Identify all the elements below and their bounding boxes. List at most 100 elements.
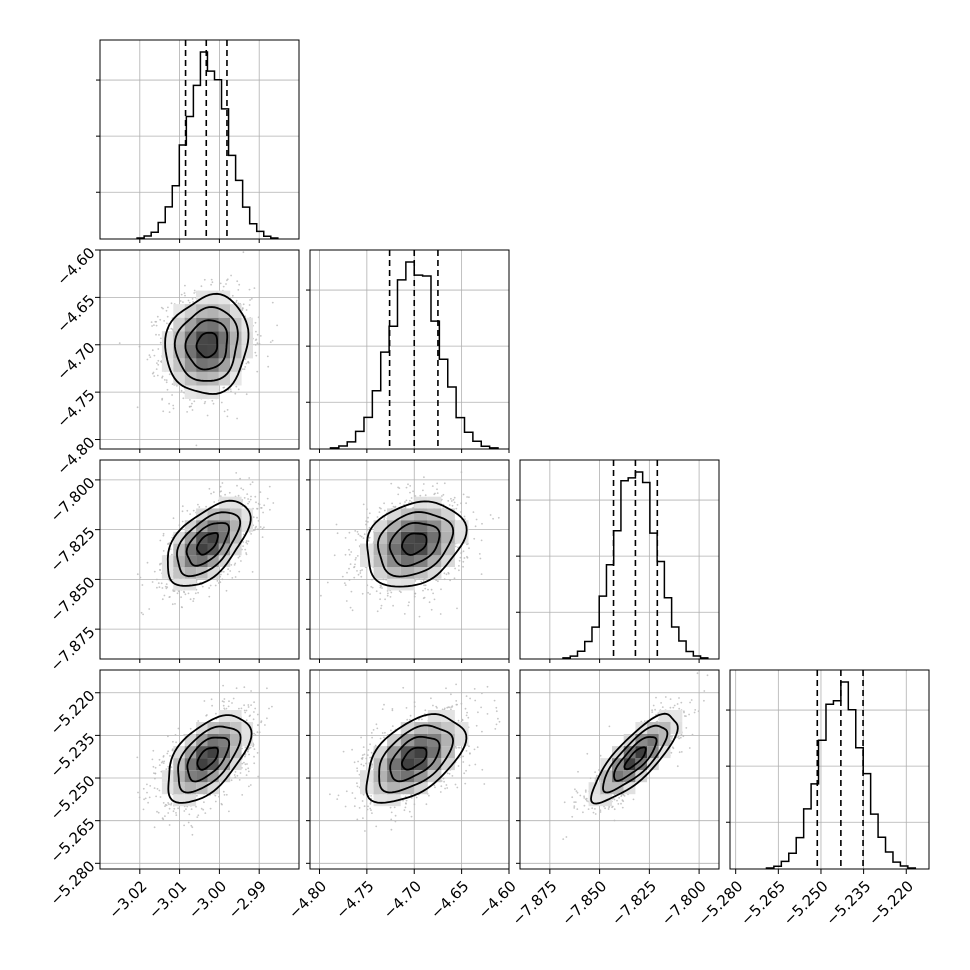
sample-point — [620, 793, 623, 796]
sample-point — [386, 590, 389, 592]
sample-point — [356, 770, 359, 772]
sample-point — [148, 354, 151, 357]
sample-point — [440, 588, 442, 591]
sample-point — [460, 756, 463, 759]
sample-point — [584, 791, 587, 793]
sample-point — [333, 554, 336, 557]
sample-point — [367, 516, 369, 519]
sample-point — [685, 715, 687, 717]
sample-point — [163, 760, 166, 763]
sample-point — [452, 498, 455, 501]
sample-point — [150, 321, 153, 323]
sample-point — [256, 516, 258, 519]
sample-point — [242, 488, 245, 491]
sample-point — [171, 383, 174, 385]
density-cell — [218, 734, 231, 746]
sample-point — [245, 362, 248, 365]
sample-point — [179, 300, 182, 302]
sample-point — [247, 750, 249, 753]
sample-point — [223, 698, 226, 700]
contour-3-1-0 — [400, 746, 428, 771]
sample-point — [447, 500, 450, 502]
sample-point — [241, 499, 244, 501]
sample-point — [433, 493, 436, 496]
sample-point — [421, 718, 423, 721]
sample-point — [189, 399, 191, 401]
sample-point — [617, 803, 620, 805]
density-cell — [218, 331, 231, 345]
density-cell — [414, 508, 428, 521]
sample-point — [418, 718, 420, 721]
density-cell — [173, 317, 185, 332]
sample-point — [465, 714, 468, 717]
sample-point — [356, 570, 358, 572]
sample-point — [245, 309, 248, 311]
density-cell — [414, 758, 428, 771]
density-cell — [173, 304, 185, 318]
sample-point — [188, 301, 191, 304]
sample-point — [473, 748, 476, 751]
sample-point — [165, 309, 168, 312]
density-cell — [184, 782, 197, 795]
sample-point — [450, 693, 452, 696]
sample-point — [380, 604, 383, 607]
density-cell — [184, 567, 197, 579]
sample-point — [410, 815, 413, 818]
sample-point — [146, 358, 149, 361]
sample-point — [212, 491, 215, 494]
sample-point — [256, 731, 259, 734]
contour-3-1-1 — [389, 735, 441, 783]
sample-point — [238, 555, 241, 558]
sample-point — [151, 581, 154, 583]
density-cell — [414, 770, 428, 783]
sample-point — [407, 483, 409, 486]
sample-point — [678, 697, 680, 699]
scatter-panel-2-0 — [99, 459, 300, 660]
sample-point — [162, 532, 165, 535]
sample-point — [440, 785, 443, 788]
sample-point — [162, 307, 164, 310]
sample-point — [382, 578, 385, 581]
sample-point — [481, 768, 484, 771]
density-cell — [360, 555, 374, 567]
sample-point — [353, 805, 356, 808]
sample-point — [408, 718, 411, 721]
x-tick-label-3-2: −5.250 — [780, 877, 832, 929]
sample-point — [367, 591, 369, 594]
density-cell — [400, 543, 415, 556]
density-cell — [161, 358, 174, 372]
sample-point — [443, 780, 445, 783]
sample-point — [349, 563, 352, 565]
sample-point — [167, 735, 169, 738]
density-cell — [400, 578, 415, 591]
density-cell — [173, 531, 185, 544]
sample-point — [657, 712, 660, 715]
sample-point — [370, 809, 372, 812]
sample-point — [254, 734, 257, 736]
sample-point — [216, 580, 219, 582]
sample-point — [160, 770, 163, 773]
sample-point — [167, 765, 170, 768]
density-cell — [373, 770, 388, 783]
sample-point — [254, 321, 257, 324]
density-cell — [196, 344, 208, 359]
sample-point — [230, 564, 233, 566]
sample-point — [475, 724, 478, 727]
sample-point — [167, 802, 170, 804]
sample-point — [164, 815, 166, 817]
sample-point — [651, 711, 654, 713]
sample-point — [245, 553, 248, 556]
sample-point — [268, 485, 271, 488]
density-cell — [387, 734, 401, 746]
sample-point — [219, 282, 222, 285]
sample-point — [228, 700, 230, 703]
sample-point — [250, 690, 253, 692]
sample-point — [248, 477, 251, 479]
sample-point — [222, 684, 225, 687]
sample-point — [368, 512, 371, 515]
sample-point — [673, 704, 676, 707]
sample-point — [360, 736, 362, 739]
sample-point — [405, 707, 408, 709]
sample-point — [142, 613, 145, 616]
histogram-panel-0 — [96, 39, 300, 240]
